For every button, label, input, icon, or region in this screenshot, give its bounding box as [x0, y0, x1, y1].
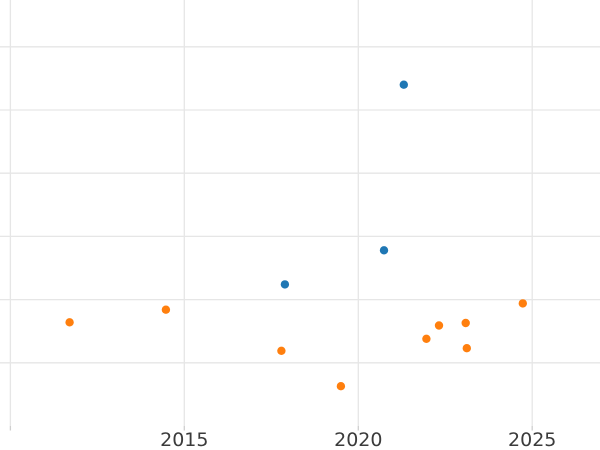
data-point-orange-series	[462, 344, 471, 353]
data-point-orange-series	[277, 346, 286, 355]
data-point-orange-series	[461, 318, 470, 328]
x-axis-tick-marks	[9, 426, 533, 431]
data-point-orange-series	[336, 382, 346, 391]
horizontal-gridlines	[0, 46, 600, 364]
data-point-blue-series	[399, 80, 408, 89]
x-tick-label: 2020	[334, 429, 382, 450]
data-point-orange-series	[65, 318, 74, 327]
data-point-orange-series	[518, 299, 527, 308]
data-point-blue-series	[280, 280, 290, 289]
data-point-orange-series	[161, 305, 171, 314]
data-point-orange-series	[434, 321, 444, 330]
vertical-gridlines	[9, 0, 533, 426]
x-axis-tick-labels: 2015 2020 2025	[160, 429, 556, 450]
data-point-orange-series	[422, 334, 431, 343]
x-tick-label: 2025	[508, 429, 556, 450]
data-points	[65, 80, 527, 391]
x-tick-label: 2015	[160, 429, 208, 450]
data-point-blue-series	[379, 246, 389, 255]
